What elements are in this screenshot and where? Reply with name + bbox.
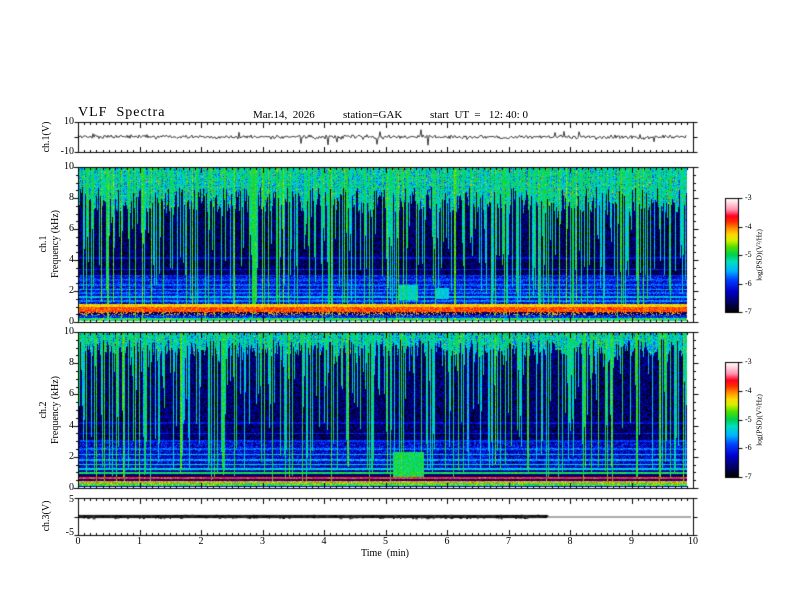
spec1-y-tick-label: 0 [69, 316, 74, 327]
page-title: VLF Spectra [78, 105, 166, 120]
spec2-y-tick-label: 6 [69, 388, 74, 400]
spec2-axis-label: ch.2 Frequency (kHz) [38, 376, 62, 444]
x-tick-label: 0 [75, 536, 81, 547]
spec1-y-tick-label: 2 [69, 285, 74, 296]
colorbar1-label: log(PSD)(V²/Hz) [754, 229, 764, 281]
spec2-y-tick-label: 8 [69, 357, 74, 369]
x-tick-label: 8 [567, 536, 573, 547]
x-tick-label: 9 [629, 536, 634, 547]
x-tick-label: 5 [383, 536, 388, 547]
x-tick-label: 10 [688, 536, 698, 547]
header-start-ut: start UT = 12: 40: 0 [430, 109, 528, 121]
colorbar1-tick-label: -7 [745, 307, 752, 316]
spec2-y-tick-label: 2 [69, 450, 74, 462]
header-station: station=GAK [343, 109, 403, 121]
x-tick-label: 6 [444, 536, 450, 547]
ch1-wave-ybottom-label: -10 [60, 146, 74, 157]
colorbar2-tick-label: -6 [745, 443, 752, 453]
header-date: Mar.14, 2026 [253, 109, 315, 121]
x-tick-label: 7 [506, 536, 511, 547]
colorbar2-tick-label: -7 [745, 472, 752, 481]
spec2-y-tick-label: 4 [69, 419, 74, 431]
ch1-wave-axis-label: ch.1(V) [41, 121, 52, 153]
colorbar1-tick-label: -3 [745, 193, 752, 202]
colorbar1-tick-label: -5 [745, 250, 752, 259]
colorbar2-tick-label: -3 [745, 357, 752, 366]
ch3-ytop-label: 5 [69, 494, 74, 505]
spec2-axis-label-line2: Frequency (kHz) [50, 375, 61, 445]
colorbar1-tick-label: -4 [745, 221, 752, 231]
ch3-axis-label: ch.3(V) [41, 500, 52, 532]
spec1-y-tick-label: 4 [69, 254, 74, 265]
spec1-axis-label-line2: Frequency (kHz) [50, 209, 61, 279]
colorbar2-label: log(PSD)(V²/Hz) [754, 394, 764, 446]
spec1-y-tick-label: 10 [64, 161, 74, 172]
ch1-wave-ytop-label: 10 [64, 116, 74, 127]
colorbar2-tick-label: -4 [745, 385, 752, 395]
colorbar2-tick-label: -5 [745, 414, 752, 424]
x-tick-label: 3 [260, 536, 265, 547]
spec1-y-tick-label: 8 [69, 192, 74, 203]
x-tick-label: 4 [321, 536, 327, 547]
spec2-y-tick-label: 0 [69, 482, 74, 493]
x-tick-label: 1 [137, 536, 142, 547]
ch3-ybottom-label: -5 [65, 527, 74, 538]
x-tick-label: 2 [198, 536, 204, 547]
spec1-axis-label: ch.1 Frequency (kHz) [38, 210, 62, 278]
spec1-y-tick-label: 6 [69, 223, 74, 234]
spec2-y-tick-label: 10 [64, 326, 74, 337]
x-axis-title: Time (min) [361, 548, 409, 559]
spec2-axis-label-line1: ch.2 [38, 401, 49, 419]
colorbar1-tick-label: -6 [745, 278, 752, 288]
spec1-axis-label-line1: ch.1 [38, 235, 49, 253]
